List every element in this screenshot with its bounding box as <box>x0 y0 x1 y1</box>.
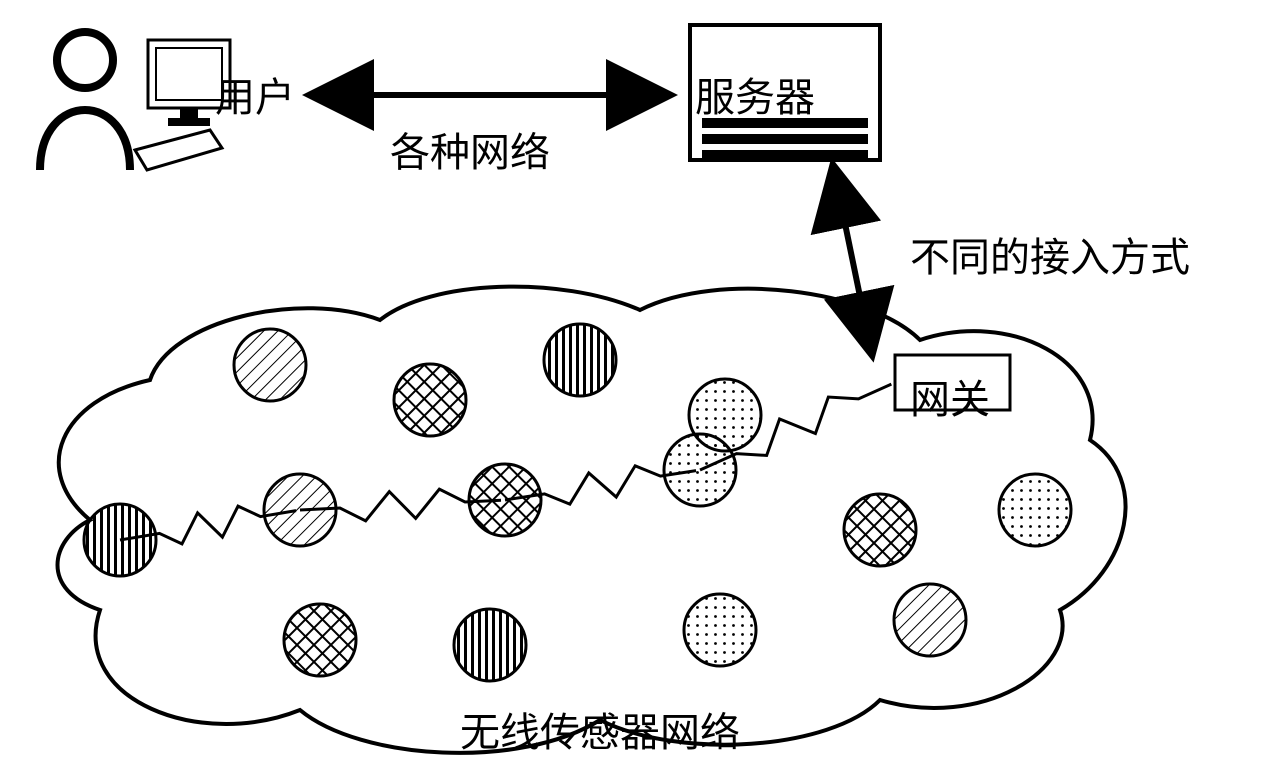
label-gateway: 网关 <box>910 367 990 425</box>
label-user: 用户 <box>215 65 295 123</box>
label-access-methods: 不同的接入方式 <box>910 225 1190 283</box>
sensor-node <box>284 604 356 676</box>
sensor-node <box>844 494 916 566</box>
sensor-node <box>894 584 966 656</box>
label-wsn: 无线传感器网络 <box>460 700 740 758</box>
sensor-node <box>469 464 541 536</box>
sensor-node <box>664 434 736 506</box>
sensor-node <box>84 504 156 576</box>
sensor-node <box>454 609 526 681</box>
diagram-canvas <box>0 0 1283 781</box>
sensor-node <box>684 594 756 666</box>
sensor-node <box>544 324 616 396</box>
sensor-node <box>234 329 306 401</box>
arrow-server-gateway <box>835 175 870 345</box>
label-network-types: 各种网络 <box>390 120 550 178</box>
label-server: 服务器 <box>695 65 815 123</box>
sensor-node <box>264 474 336 546</box>
sensor-node <box>999 474 1071 546</box>
user-icon <box>40 32 230 170</box>
sensor-node <box>394 364 466 436</box>
